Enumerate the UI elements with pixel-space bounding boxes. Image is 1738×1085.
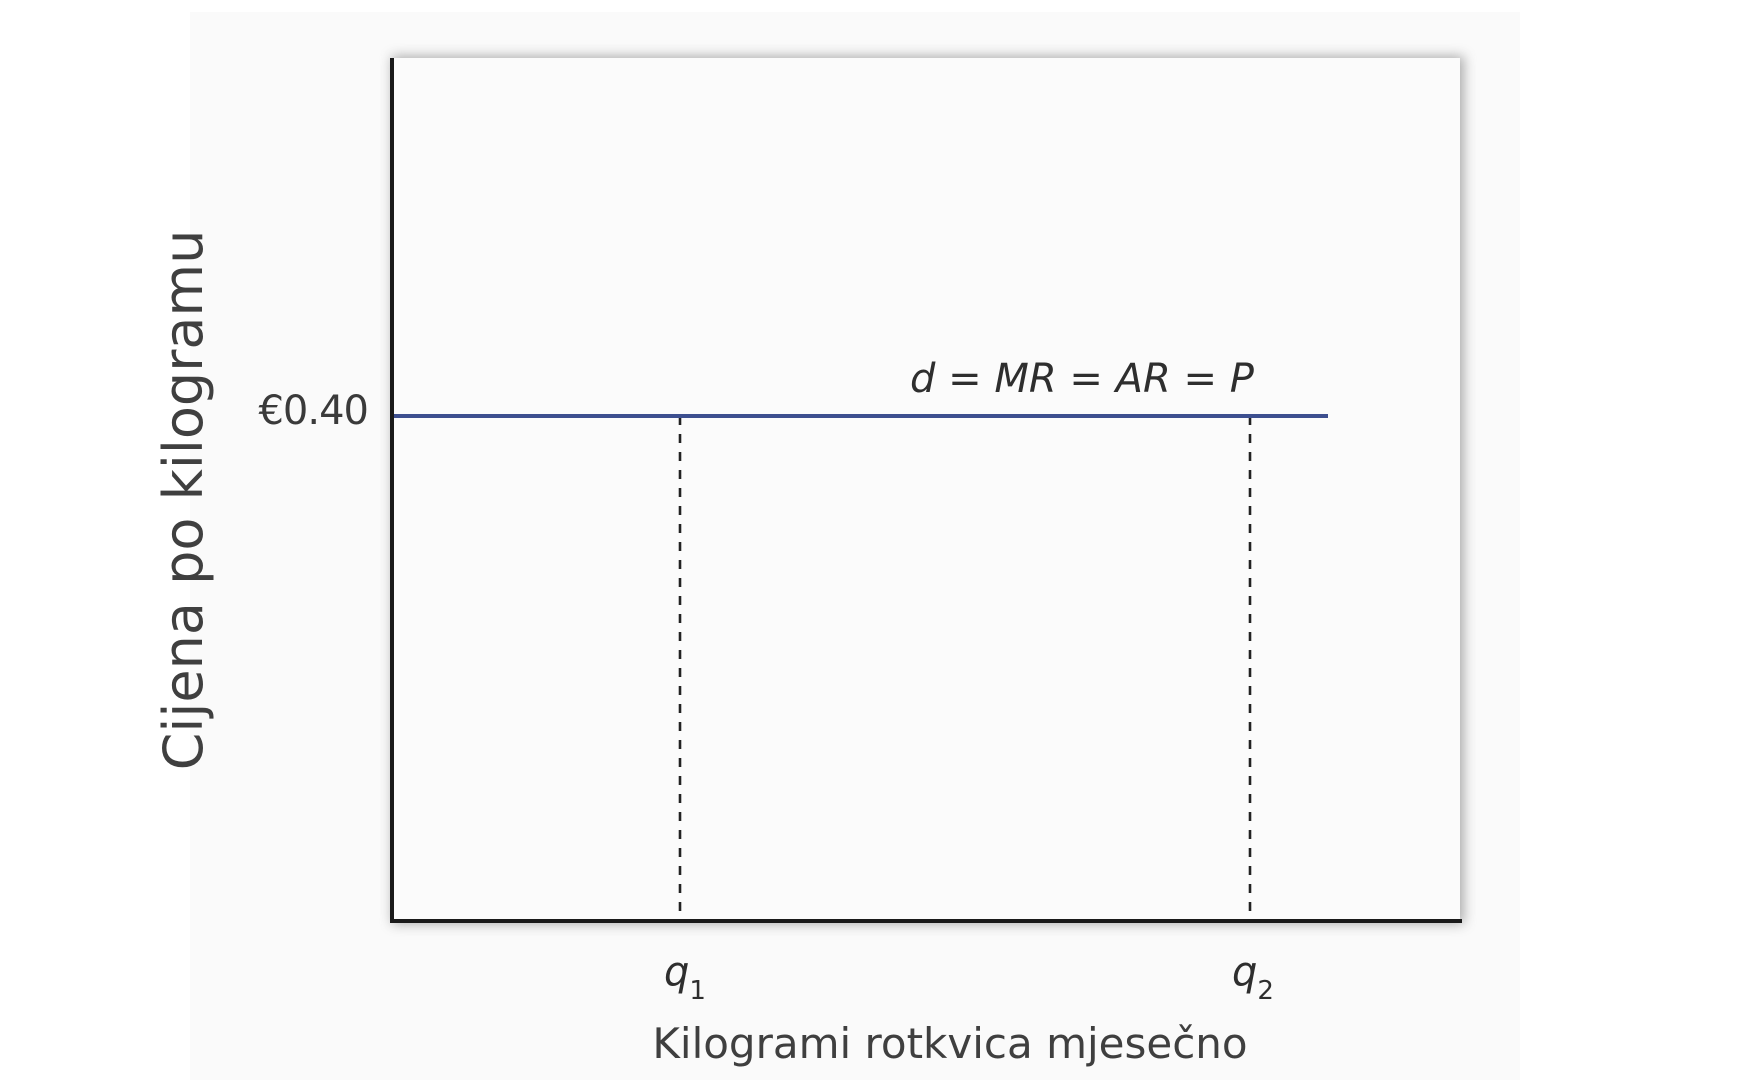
x-tick-q2-base: q (1232, 949, 1257, 995)
series-label: d = MR = AR = P (910, 356, 1255, 402)
x-tick-label-q2: q2 (1232, 949, 1274, 1006)
x-tick-label-q1: q1 (664, 949, 706, 1006)
plot-area (392, 58, 1460, 920)
y-axis-title: Cijena po kilogramu (152, 230, 215, 771)
x-tick-q1-base: q (664, 949, 689, 995)
x-tick-q2-subscript: 2 (1257, 976, 1274, 1006)
x-tick-q1-subscript: 1 (689, 976, 706, 1006)
x-axis-title: Kilogrami rotkvica mjesečno (652, 1019, 1247, 1068)
y-tick-label: €0.40 (258, 388, 368, 434)
